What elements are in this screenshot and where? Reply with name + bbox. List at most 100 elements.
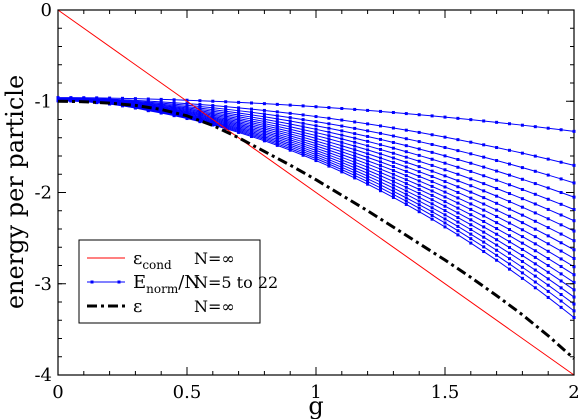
E-norm-marker-N12: [495, 201, 499, 205]
E-norm-marker-N22: [430, 217, 434, 221]
E-norm-marker-N7: [366, 129, 370, 133]
E-norm-marker-N22: [520, 276, 524, 280]
E-norm-marker-N8: [340, 129, 344, 133]
E-norm-marker-N14: [353, 154, 357, 158]
eps-line: [57, 99, 575, 360]
E-norm-marker-N20: [559, 293, 563, 297]
E-norm-marker-N13: [559, 241, 563, 245]
E-norm-marker-N16: [417, 187, 421, 191]
E-norm-marker-N6: [469, 140, 473, 144]
E-norm-marker-N17: [417, 191, 421, 195]
E-norm-marker-N8: [404, 144, 408, 148]
E-norm-marker-N18: [482, 230, 486, 234]
E-norm-marker-N22: [250, 135, 253, 139]
E-norm-marker-N7: [417, 140, 421, 144]
E-norm-marker-N22: [121, 104, 124, 108]
E-norm-marker-N21: [301, 152, 305, 155]
E-norm-marker-N22: [340, 170, 344, 174]
E-norm-marker-N15: [275, 132, 279, 136]
E-norm-marker-N13: [443, 185, 447, 189]
E-norm-marker-N6: [533, 154, 537, 158]
E-norm-marker-N12: [327, 140, 331, 144]
E-norm-marker-N22: [379, 189, 382, 193]
E-norm-marker-N21: [533, 280, 537, 284]
E-norm-marker-N8: [314, 124, 318, 128]
E-norm-marker-N21: [404, 199, 408, 203]
E-norm-marker-N9: [546, 197, 550, 201]
E-norm-marker-N20: [495, 248, 499, 252]
E-norm-marker-N12: [443, 180, 447, 184]
E-norm-marker-N15: [482, 214, 486, 218]
y-tick-label: -3: [34, 274, 52, 295]
E-norm-marker-N19: [533, 268, 537, 272]
E-norm-marker-N17: [482, 225, 486, 229]
E-norm-marker-N8: [301, 121, 305, 125]
E-norm-marker-N5: [443, 115, 447, 119]
E-norm-marker-N8: [262, 115, 266, 119]
E-norm-marker-N10: [301, 128, 305, 132]
E-norm-marker-N10: [237, 115, 241, 119]
E-norm-marker-N5: [224, 100, 228, 104]
E-norm-marker-N6: [508, 148, 511, 152]
E-norm-marker-N16: [508, 234, 511, 238]
E-norm-marker-N17: [391, 179, 395, 183]
E-norm-marker-N20: [275, 140, 279, 144]
E-norm-marker-N21: [443, 221, 447, 225]
E-norm-marker-N7: [275, 114, 279, 118]
E-norm-marker-N18: [379, 177, 382, 181]
E-norm-marker-N7: [314, 120, 318, 124]
E-norm-marker-N13: [520, 221, 524, 225]
E-norm-marker-N6: [482, 143, 486, 147]
E-norm-marker-N16: [520, 241, 524, 245]
E-norm-marker-N6: [314, 115, 318, 119]
E-norm-marker-N17: [456, 211, 460, 215]
E-norm-marker-N14: [508, 221, 511, 225]
E-norm-marker-N9: [417, 153, 421, 157]
E-norm-marker-N22: [404, 202, 408, 206]
E-norm-marker-N10: [391, 151, 395, 155]
E-norm-marker-N20: [417, 203, 421, 207]
E-norm-marker-N16: [456, 206, 460, 210]
E-norm-marker-N12: [482, 196, 486, 200]
E-norm-marker-N5: [417, 113, 421, 117]
E-norm-marker-N6: [443, 135, 447, 139]
E-norm-marker-N20: [430, 210, 434, 214]
E-norm-marker-N15: [366, 162, 370, 166]
E-norm-marker-N20: [546, 283, 550, 287]
E-norm-marker-N18: [353, 166, 357, 170]
E-norm-marker-N10: [366, 144, 370, 148]
E-norm-marker-N19: [572, 295, 576, 299]
E-norm-marker-N19: [353, 168, 357, 172]
E-norm-marker-N17: [430, 198, 434, 202]
E-norm-marker-N7: [288, 116, 292, 120]
E-norm-marker-N10: [379, 147, 382, 151]
legend-note-E-norm: N=5 to 22: [194, 273, 278, 292]
E-norm-marker-N10: [250, 117, 253, 121]
E-norm-marker-N21: [327, 162, 331, 166]
E-norm-marker-N15: [430, 189, 434, 193]
E-norm-marker-N20: [533, 274, 537, 278]
E-norm-marker-N19: [430, 206, 434, 210]
E-norm-marker-N12: [417, 170, 421, 174]
E-norm-marker-N8: [288, 119, 292, 123]
E-norm-marker-N17: [301, 144, 305, 148]
E-norm-marker-N19: [469, 228, 473, 231]
E-norm-marker-N15: [353, 157, 357, 161]
E-norm-marker-N12: [301, 133, 305, 137]
E-norm-marker-N12: [508, 207, 511, 211]
E-norm-marker-N14: [262, 127, 266, 131]
E-norm-marker-N10: [482, 182, 486, 186]
E-norm-marker-N5: [430, 114, 434, 118]
E-norm-marker-N21: [546, 289, 550, 293]
E-norm-marker-N9: [314, 127, 318, 131]
E-norm-marker-N5: [211, 99, 215, 103]
E-norm-marker-N9: [443, 161, 447, 165]
E-norm-marker-N9: [520, 187, 524, 191]
E-norm-marker-N6: [301, 113, 305, 117]
E-norm-marker-N7: [443, 146, 447, 150]
E-norm-marker-N11: [495, 194, 499, 198]
E-norm-marker-N20: [469, 232, 473, 236]
E-norm-marker-N22: [572, 316, 576, 320]
E-norm-marker-N17: [366, 168, 370, 172]
E-norm-marker-N20: [327, 160, 331, 164]
